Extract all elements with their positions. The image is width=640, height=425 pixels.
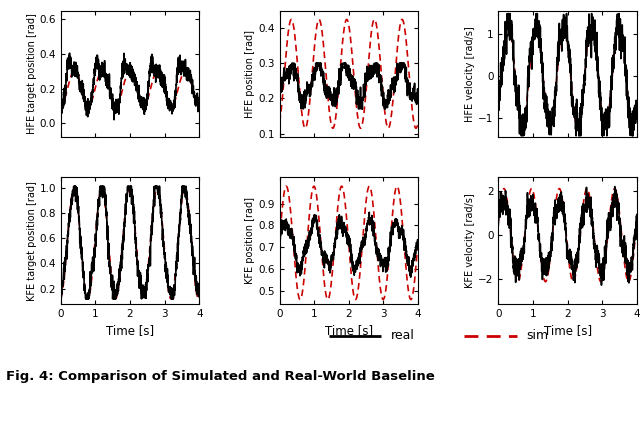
Y-axis label: HFE position [rad]: HFE position [rad]	[245, 30, 255, 118]
Y-axis label: KFE velocity [rad/s]: KFE velocity [rad/s]	[465, 193, 476, 288]
Text: real: real	[390, 329, 415, 342]
X-axis label: Time [s]: Time [s]	[543, 324, 591, 337]
Y-axis label: HFE velocity [rad/s]: HFE velocity [rad/s]	[465, 26, 476, 122]
Y-axis label: KFE position [rad]: KFE position [rad]	[245, 197, 255, 284]
Text: sim: sim	[526, 329, 548, 342]
Y-axis label: KFE target position [rad]: KFE target position [rad]	[27, 181, 36, 300]
X-axis label: Time [s]: Time [s]	[324, 324, 373, 337]
Y-axis label: HFE target position [rad]: HFE target position [rad]	[27, 14, 36, 134]
X-axis label: Time [s]: Time [s]	[106, 324, 154, 337]
Text: Fig. 4: Comparison of Simulated and Real-World Baseline: Fig. 4: Comparison of Simulated and Real…	[6, 370, 435, 383]
